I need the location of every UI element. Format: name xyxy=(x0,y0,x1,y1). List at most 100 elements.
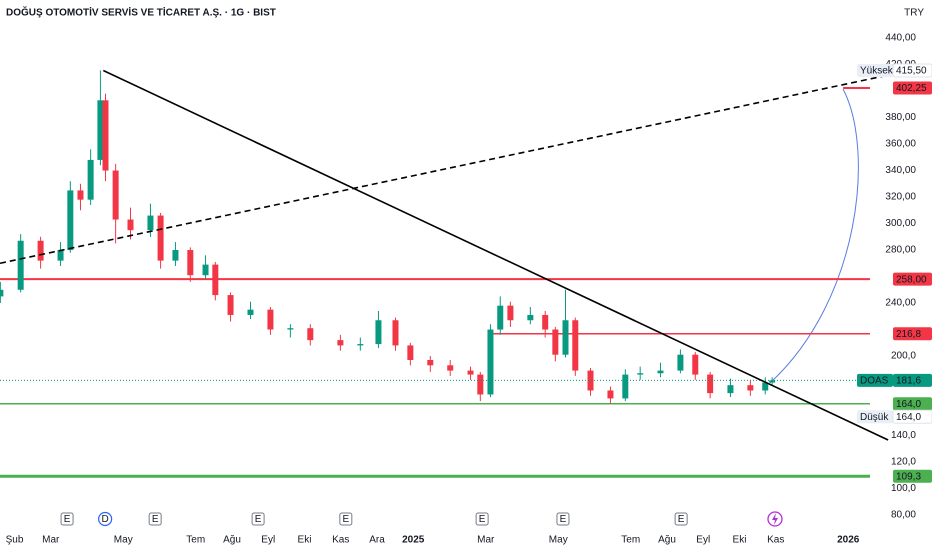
trendline xyxy=(0,74,889,265)
candle-body xyxy=(17,240,24,290)
price-tag-name-bg xyxy=(857,410,893,424)
y-tick-label: 380,00 xyxy=(885,112,916,123)
candle-body xyxy=(247,309,254,315)
event-marker xyxy=(339,512,353,526)
y-tick-label: 360,00 xyxy=(885,139,916,150)
candle-body xyxy=(562,320,569,355)
candle-body xyxy=(677,354,684,371)
candle-body xyxy=(622,374,629,399)
y-tick-label: 440,00 xyxy=(885,33,916,44)
x-tick-label: Ağu xyxy=(658,535,676,546)
event-marker xyxy=(98,511,113,527)
event-label: E xyxy=(342,514,349,525)
candle-body xyxy=(172,250,179,261)
y-tick-label: 80,00 xyxy=(891,510,916,521)
x-tick-label: Eki xyxy=(733,535,747,546)
candle-body xyxy=(97,100,104,160)
event-label: E xyxy=(678,514,685,525)
level-tag xyxy=(893,327,932,341)
candle-body xyxy=(587,370,594,391)
event-marker xyxy=(674,512,688,526)
y-tick-label: 140,0 xyxy=(891,430,916,441)
candle-body xyxy=(357,344,364,346)
price-tag-bg xyxy=(892,409,932,424)
event-label: D xyxy=(102,514,109,525)
y-tick-label: 340,00 xyxy=(885,165,916,176)
candle-body xyxy=(392,320,399,346)
candle-body xyxy=(407,345,414,361)
currency: TRY xyxy=(904,8,924,19)
candle-body xyxy=(657,370,664,374)
y-tick-label: 120,0 xyxy=(891,457,916,468)
x-tick-label: Ağu xyxy=(223,535,241,546)
y-tick-label: 240,00 xyxy=(885,298,916,309)
x-tick-label: Şub xyxy=(6,535,24,546)
level-tag xyxy=(893,469,932,483)
candle-body xyxy=(147,215,154,231)
candle-body xyxy=(727,385,734,394)
y-tick-label: 280,00 xyxy=(885,245,916,256)
event-label: E xyxy=(255,514,262,525)
price-tag-label: 415,50 xyxy=(896,66,927,77)
price-tag-label: 181,6 xyxy=(896,376,921,387)
x-tick-label: Eki xyxy=(298,535,312,546)
candle-body xyxy=(527,314,534,321)
x-tick-label: May xyxy=(549,535,568,546)
event-marker xyxy=(148,512,162,526)
event-marker xyxy=(556,512,570,526)
candle-body xyxy=(212,264,219,296)
plot-area xyxy=(0,70,870,478)
y-tick-label: 200,0 xyxy=(891,351,916,362)
candle-body xyxy=(375,320,382,345)
price-tag-bg xyxy=(893,373,932,387)
event-label: E xyxy=(479,514,486,525)
x-tick-label: Tem xyxy=(621,535,640,546)
x-tick-label: Mar xyxy=(42,535,60,546)
candle-body xyxy=(112,170,119,220)
candle-body xyxy=(57,250,64,261)
level-tag-label: 258,00 xyxy=(896,274,927,285)
candle-body xyxy=(202,264,209,276)
lightning-icon xyxy=(767,511,783,527)
event-marker xyxy=(60,512,74,526)
candle-body xyxy=(77,190,84,200)
candle-body xyxy=(769,380,776,383)
price-tag-name-bg xyxy=(857,373,893,387)
event-label: E xyxy=(560,514,567,525)
x-tick-label: 2025 xyxy=(402,535,425,546)
candle-body xyxy=(607,390,614,399)
y-tick-label: 300,00 xyxy=(885,218,916,229)
candle-body xyxy=(497,305,504,330)
candle-body xyxy=(127,219,134,231)
level-tag-label: 216,8 xyxy=(896,329,921,340)
candle-body xyxy=(447,365,454,371)
event-label: E xyxy=(64,514,71,525)
x-tick-label: Ara xyxy=(369,535,385,546)
chart-title: DOĞUŞ OTOMOTİV SERVİS VE TİCARET A.Ş. · … xyxy=(6,6,276,19)
candle-body xyxy=(477,374,484,395)
candle-body xyxy=(762,382,769,391)
candle-body xyxy=(187,250,194,276)
x-tick-label: 2026 xyxy=(837,535,860,546)
y-tick-label: 100,0 xyxy=(891,483,916,494)
candle-body xyxy=(87,159,94,200)
x-tick-label: Tem xyxy=(186,535,205,546)
level-tag-label: 164,0 xyxy=(896,399,921,410)
event-marker xyxy=(475,512,489,526)
level-tag-label: 402,25 xyxy=(896,83,927,94)
candle-body xyxy=(157,215,164,261)
candle-body xyxy=(542,314,549,330)
x-tick-label: Kas xyxy=(767,535,784,546)
event-marker xyxy=(251,512,265,526)
candle-body xyxy=(572,320,579,371)
level-tag-label: 109,3 xyxy=(896,471,921,482)
x-tick-label: Eyl xyxy=(261,535,275,546)
candle-body xyxy=(692,354,699,375)
candle-body xyxy=(227,295,234,315)
event-label: E xyxy=(152,514,159,525)
price-tag-name: Düşük xyxy=(860,412,889,423)
candle-body xyxy=(37,240,44,261)
candle-body xyxy=(307,328,314,341)
trendline xyxy=(102,69,889,441)
